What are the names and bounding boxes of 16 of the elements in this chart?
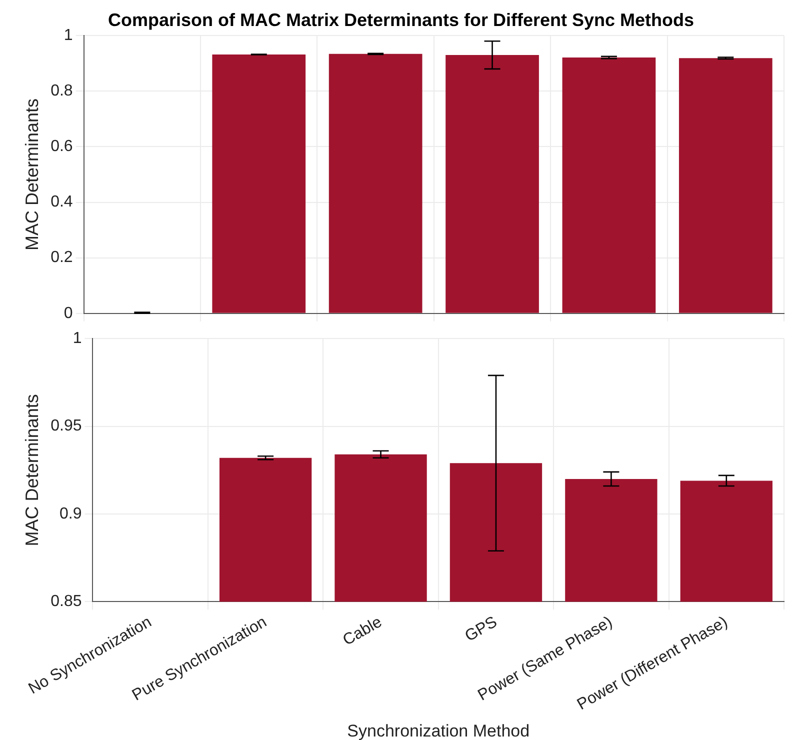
y-axis-title: MAC Determinants (22, 394, 42, 546)
y-tick-label: 0.2 (50, 249, 73, 266)
y-tick-label: 0.8 (50, 82, 73, 100)
y-tick-label: 1 (72, 330, 82, 348)
chart-title: Comparison of MAC Matrix Determinants for Different Sync Methods (108, 10, 694, 30)
x-tick-label: GPS (462, 614, 500, 646)
x-axis-title: Synchronization Method (347, 721, 530, 740)
y-tick-label: 0.4 (50, 194, 73, 211)
y-tick-label: 1 (64, 27, 73, 44)
y-tick-label: 0.6 (50, 138, 73, 156)
y-axis-title: MAC Determinants (22, 98, 42, 251)
y-tick-label: 0.85 (50, 593, 82, 610)
y-tick-label: 0.95 (50, 418, 82, 435)
x-tick-label: Cable (340, 614, 386, 650)
y-tick-label: 0.9 (59, 505, 82, 522)
y-tick-label: 0 (64, 304, 73, 322)
